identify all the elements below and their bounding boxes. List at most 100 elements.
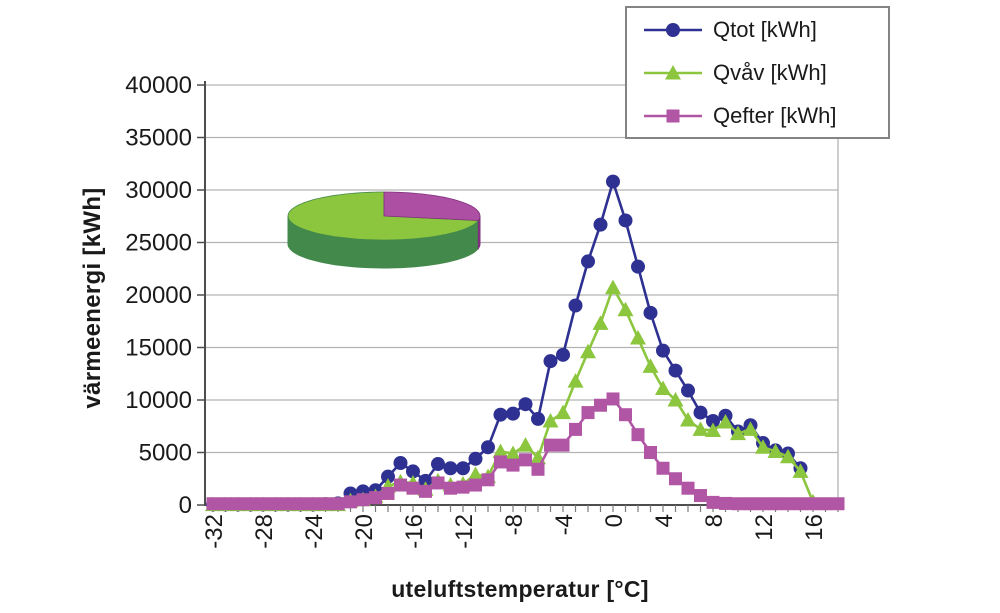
series-0-marker: [643, 305, 658, 320]
x-tick-label: -20: [351, 514, 378, 549]
y-tick-label: 30000: [125, 177, 192, 204]
series-2-marker: [731, 497, 745, 511]
series-1: [205, 279, 821, 512]
series-2-marker: [506, 458, 520, 472]
legend-swatch-svg: [644, 64, 702, 79]
series-2-marker: [531, 462, 545, 476]
series-2-marker: [806, 497, 820, 511]
series-0-marker: [381, 469, 395, 484]
series-0-marker: [668, 363, 683, 378]
series-0-marker: [618, 213, 633, 228]
series-1-marker: [767, 443, 784, 458]
series-2-marker: [681, 481, 695, 495]
series-2-marker: [756, 497, 770, 511]
series-2-marker: [231, 497, 245, 511]
series-2-marker: [631, 428, 645, 442]
series-1-marker: [705, 422, 721, 437]
series-0-marker: [656, 343, 670, 358]
x-tick-label: -16: [401, 514, 428, 549]
series-0-marker: [468, 451, 483, 466]
series-1-marker: [580, 343, 596, 359]
series-1-marker: [742, 421, 759, 436]
series-1-line: [213, 286, 815, 506]
y-tick-label: 15000: [125, 335, 192, 362]
series-2-marker: [394, 478, 407, 492]
series-2-marker: [569, 422, 582, 436]
series-0-marker: [456, 461, 470, 476]
series-2-marker: [481, 473, 495, 487]
x-tick-label: -28: [251, 514, 278, 549]
x-tick-label: 12: [751, 514, 778, 541]
series-2-marker: [719, 496, 732, 510]
series-1-marker: [755, 439, 771, 454]
series-1-marker: [505, 445, 521, 461]
series-2-marker: [431, 476, 445, 490]
y-tick-label: 5000: [139, 440, 192, 467]
legend-swatch-line: [644, 64, 702, 79]
series-1-marker: [605, 279, 621, 295]
legend-marker-qefter-icon: [644, 106, 702, 126]
series-0-marker: [418, 473, 433, 488]
series-0-marker: [581, 254, 595, 269]
legend-marker: [665, 64, 681, 79]
series-2-marker: [381, 486, 395, 500]
series-2-marker: [444, 481, 457, 495]
series-2-marker: [619, 408, 632, 422]
legend-marker: [666, 109, 680, 122]
series-2-marker: [769, 497, 782, 511]
legend-marker: [666, 22, 680, 37]
series-2-marker: [294, 497, 307, 511]
series-2-marker: [344, 495, 357, 509]
y-tick-label: 20000: [125, 282, 192, 309]
series-2: [206, 392, 845, 511]
legend-swatch-line: [644, 109, 702, 122]
series-0-marker: [393, 456, 408, 470]
series-2-marker: [331, 497, 345, 511]
y-axis-title: värmeenergi [kWh]: [79, 187, 106, 409]
series-2-marker: [219, 497, 232, 511]
series-1-marker: [792, 463, 809, 478]
series-1-marker: [680, 411, 696, 427]
series-1-marker: [592, 315, 609, 330]
series-0-marker: [518, 397, 533, 412]
gridlines: [205, 84, 839, 505]
series-2-marker: [319, 497, 332, 511]
x-tick-label: 0: [601, 514, 628, 527]
series-1-marker: [630, 330, 646, 345]
series-2-marker: [831, 497, 845, 511]
series-0-marker: [481, 440, 495, 455]
legend-item-qvav: Qvåv [kWh]: [627, 53, 888, 93]
series-2-marker: [706, 495, 720, 509]
series-0-marker: [543, 354, 558, 369]
x-tick-label: -12: [451, 514, 478, 549]
legend-label-qtot: Qtot [kWh]: [713, 16, 817, 42]
pie-slice-0: [287, 191, 480, 241]
y-tick-label: 0: [179, 492, 192, 519]
y-tick-label: 40000: [125, 72, 192, 99]
pie-side-1: [477, 215, 481, 251]
legend-item-qefter: Qefter [kWh]: [627, 96, 888, 136]
series-1-marker: [730, 425, 746, 441]
legend-swatch-svg: [644, 109, 702, 122]
series-2-marker: [781, 497, 795, 511]
series-1-marker: [492, 443, 509, 458]
series-1-marker: [617, 301, 634, 317]
x-axis-title: uteluftstemperatur [°C]: [391, 576, 649, 602]
tick-labels: 0 5000 10000 15000 20000 25000 30000 35000 40000…: [125, 72, 828, 549]
series-1-marker: [555, 404, 571, 420]
legend-item-qtot: Qtot [kWh]: [627, 10, 888, 50]
legend-swatch-line: [644, 22, 702, 37]
series-2-marker: [281, 497, 295, 511]
series-2-marker: [656, 461, 670, 475]
series-2-marker: [256, 497, 270, 511]
series-2-marker: [581, 406, 595, 420]
series-2-marker: [419, 484, 432, 498]
y-tick-label: 35000: [125, 125, 192, 152]
series-0-marker: [693, 405, 708, 420]
series-2-marker: [206, 497, 220, 511]
x-tick-label: 16: [801, 514, 828, 541]
legend-label-qefter: Qefter [kWh]: [713, 102, 837, 128]
series-2-marker: [556, 438, 570, 452]
